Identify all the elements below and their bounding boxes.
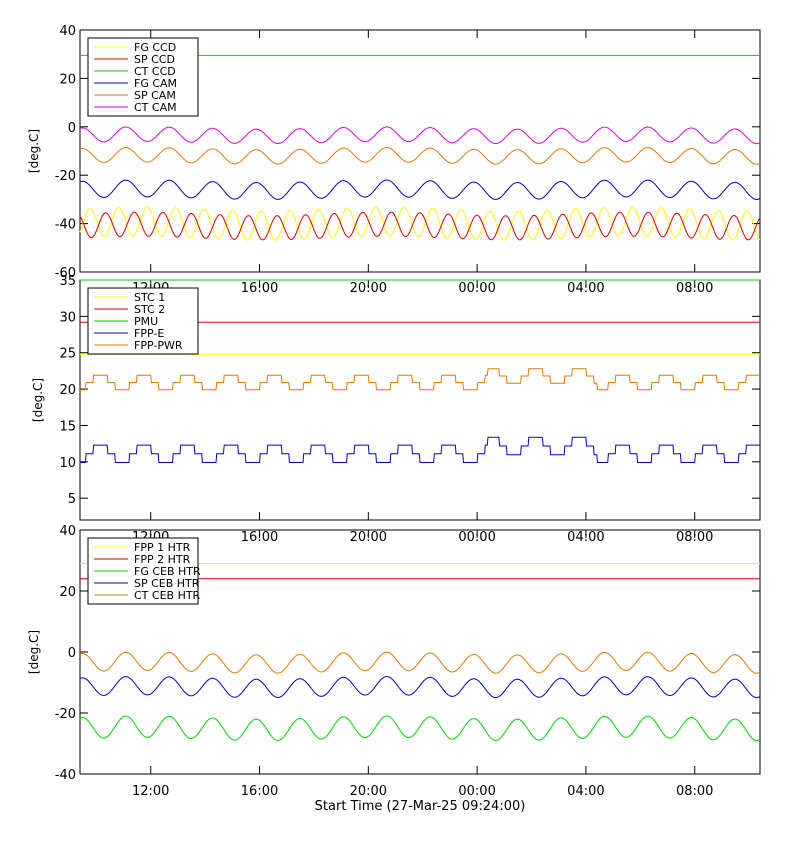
panel-1-frame (79, 29, 761, 273)
panel-1-ylabel: [deg.C] (27, 129, 41, 173)
panel-1: [deg.C] -60-40-200204012:0016:0020:0000:… (27, 24, 761, 296)
x-tick-label: 20:00 (350, 281, 387, 296)
x-tick-label: 00:00 (458, 281, 495, 296)
y-tick-label: 20 (59, 72, 76, 87)
panel-2-ylabel: [deg.C] (31, 378, 45, 422)
panel-3: [deg.C] -40 -20 0 20 40 12:00 16:00 20:00 00:00 0… (27, 524, 761, 799)
series-sp-ceb-htr (79, 676, 761, 699)
y-tick-label: 25 (59, 347, 76, 362)
legend-label: CT CEB HTR (134, 589, 201, 602)
legend-label: SP CAM (134, 89, 176, 102)
legend-label: CT CAM (134, 101, 177, 114)
y-tick-label: -40 (55, 218, 76, 233)
series-fg-ceb-htr (79, 715, 761, 741)
y-tick-label: -60 (55, 266, 76, 281)
series-ct-ceb-htr (79, 651, 761, 674)
legend-label: FG CEB HTR (134, 565, 201, 578)
y-tick-label: 15 (59, 419, 76, 434)
legend-label: FPP-PWR (134, 339, 183, 352)
panel-2: [deg.C] 510152025303512:0016:0020:0000:0… (31, 274, 761, 545)
legend-label: STC 1 (134, 291, 165, 304)
y-tick-label: 0 (68, 121, 76, 136)
y-tick-label: 20 (59, 585, 76, 600)
x-tick-label: 04:00 (567, 281, 604, 296)
panel-1-axes: -60-40-200204012:0016:0020:0000:0004:000… (55, 24, 760, 296)
series-sp-ccd (79, 211, 761, 241)
y-tick-label: -20 (55, 169, 76, 184)
legend-label: SP CEB HTR (134, 577, 200, 590)
legend-box (87, 37, 199, 117)
legend-label: SP CCD (134, 53, 175, 66)
legend-label: FPP 1 HTR (134, 541, 191, 554)
y-tick-label: 10 (59, 456, 76, 471)
y-tick-label: 40 (59, 24, 76, 39)
x-tick-label: 20:00 (350, 784, 387, 799)
y-tick-label: -40 (55, 768, 76, 783)
legend-label: PMU (134, 315, 158, 328)
panel-1-series (79, 54, 761, 241)
legend-label: FPP 2 HTR (134, 553, 191, 566)
series-fpp-pwr (80, 368, 760, 391)
x-tick-label: 08:00 (676, 281, 713, 296)
x-tick-label: 16:00 (241, 281, 278, 296)
y-tick-label: 40 (59, 524, 76, 539)
y-tick-label: 5 (68, 492, 76, 507)
x-axis-title: Start Time (27-Mar-25 09:24:00) (315, 799, 526, 814)
series-fpp-e (80, 436, 760, 463)
legend-label: FPP-E (134, 327, 164, 340)
y-tick-label: -20 (55, 707, 76, 722)
panel-2-axes: 510152025303512:0016:0020:0000:0004:0008… (59, 274, 760, 545)
legend-label: FG CCD (134, 41, 176, 54)
series-sp-cam (79, 147, 761, 165)
panel-3-ylabel: [deg.C] (27, 630, 41, 674)
series-fg-ccd (79, 206, 761, 241)
legend-label: CT CCD (134, 65, 176, 78)
legend-label: STC 2 (134, 303, 165, 316)
x-tick-label: 00:00 (458, 784, 495, 799)
x-tick-label: 12:00 (132, 784, 169, 799)
y-tick-label: 35 (59, 274, 76, 289)
y-tick-label: 20 (59, 383, 76, 398)
y-tick-label: 0 (68, 646, 76, 661)
legend-label: FG CAM (134, 77, 177, 90)
x-tick-label: 08:00 (676, 784, 713, 799)
y-tick-label: 30 (59, 310, 76, 325)
series-fg-cam (79, 179, 761, 201)
panel-3-axes: -40 -20 0 20 40 12:00 16:00 20:00 00:00 04:00 08:0… (55, 524, 760, 799)
x-tick-label: 16:00 (241, 784, 278, 799)
series-ct-cam (79, 126, 761, 145)
x-tick-label: 04:00 (567, 784, 604, 799)
